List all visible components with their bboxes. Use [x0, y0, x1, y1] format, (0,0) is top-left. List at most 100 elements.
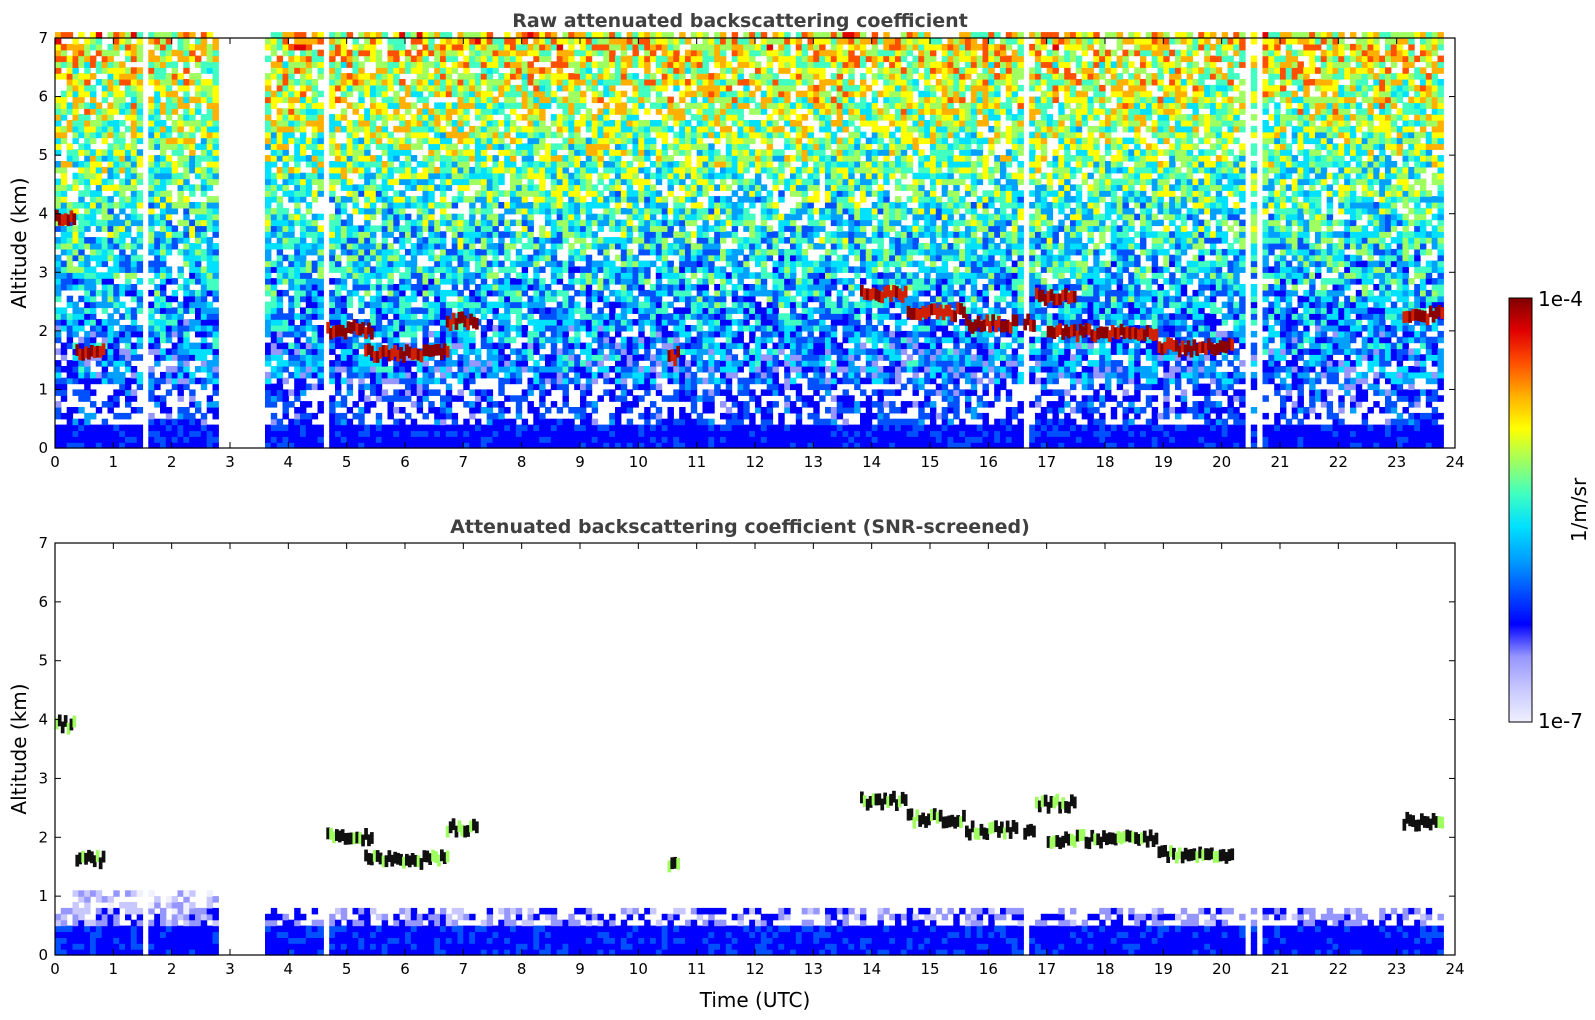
heatmap-cell: [428, 125, 435, 133]
heatmap-cell: [364, 266, 371, 273]
heatmap-cell: [358, 272, 365, 279]
heatmap-cell: [154, 401, 161, 408]
heatmap-cell: [101, 401, 109, 408]
heatmap-cell: [498, 120, 505, 127]
heatmap-cell: [66, 319, 74, 326]
heatmap-cell: [352, 436, 359, 443]
heatmap-cell: [200, 231, 208, 238]
heatmap-cell: [556, 278, 564, 285]
heatmap-cell: [603, 330, 610, 338]
heatmap-cell: [300, 377, 307, 385]
heatmap-cell: [183, 225, 190, 232]
heatmap-cell: [317, 108, 324, 115]
heatmap-cell: [492, 102, 499, 109]
heatmap-cell: [562, 55, 569, 63]
heatmap-cell: [125, 161, 132, 168]
heatmap-cell: [620, 377, 628, 385]
heatmap-cell: [585, 84, 593, 92]
heatmap-cell: [521, 284, 529, 291]
heatmap-cell: [340, 243, 348, 250]
heatmap-cell: [463, 301, 470, 309]
heatmap-cell: [387, 407, 394, 414]
heatmap-cell: [352, 342, 359, 350]
heatmap-cell: [305, 243, 313, 250]
heatmap-cell: [428, 289, 435, 297]
heatmap-cell: [445, 32, 453, 39]
heatmap-cell: [375, 38, 383, 45]
heatmap-cell: [340, 284, 348, 291]
heatmap-cell: [416, 325, 424, 332]
heatmap-cell: [597, 354, 604, 361]
heatmap-cell: [317, 330, 324, 338]
heatmap-cell: [165, 219, 173, 227]
heatmap-cell: [154, 172, 161, 180]
heatmap-cell: [615, 319, 622, 326]
heatmap-cell: [381, 213, 389, 221]
heatmap-cell: [60, 278, 68, 285]
heatmap-cell: [556, 325, 564, 332]
heatmap-cell: [317, 213, 324, 221]
heatmap-cell: [55, 38, 62, 45]
heatmap-cell: [591, 243, 599, 250]
heatmap-cell: [480, 430, 488, 437]
heatmap-cell: [265, 360, 272, 367]
heatmap-cell: [78, 430, 85, 437]
heatmap-cell: [381, 161, 389, 168]
heatmap-cell: [294, 395, 301, 402]
heatmap-cell: [352, 143, 359, 150]
heatmap-cell: [358, 32, 365, 39]
heatmap-cell: [445, 225, 453, 232]
heatmap-cell: [422, 32, 429, 39]
heatmap-cell: [451, 79, 459, 86]
heatmap-cell: [317, 61, 324, 68]
heatmap-cell: [381, 295, 389, 303]
heatmap-cell: [305, 442, 313, 449]
heatmap-cell: [603, 295, 610, 303]
heatmap-cell: [119, 61, 126, 68]
heatmap-cell: [270, 266, 278, 273]
heatmap-cell: [422, 237, 429, 244]
heatmap-cell: [521, 84, 529, 92]
heatmap-cell: [405, 442, 412, 449]
heatmap-cell: [410, 61, 418, 68]
heatmap-cell: [130, 190, 138, 197]
heatmap-cell: [317, 436, 324, 443]
heatmap-cell: [393, 301, 400, 309]
heatmap-cell: [533, 184, 540, 191]
heatmap-cell: [130, 389, 138, 396]
heatmap-cell: [387, 430, 394, 437]
heatmap-cell: [539, 377, 546, 385]
heatmap-cell: [422, 202, 429, 209]
heatmap-cell: [206, 213, 214, 221]
heatmap-cell: [387, 336, 394, 344]
heatmap-cell: [381, 225, 389, 232]
heatmap-cell: [206, 207, 214, 215]
heatmap-cell: [265, 389, 272, 396]
heatmap-cell: [107, 149, 114, 156]
heatmap-cell: [212, 202, 219, 209]
heatmap-cell: [154, 190, 161, 197]
heatmap-cell: [381, 196, 389, 203]
heatmap-cell: [101, 137, 109, 145]
heatmap-cell: [90, 120, 97, 127]
heatmap-cell: [515, 143, 523, 150]
heatmap-cell: [451, 418, 459, 426]
heatmap-cell: [480, 295, 488, 303]
heatmap-cell: [171, 278, 179, 285]
heatmap-cell: [597, 284, 604, 291]
heatmap-cell: [545, 377, 552, 385]
heatmap-cell: [183, 90, 190, 98]
heatmap-cell: [288, 424, 295, 432]
heatmap-cell: [329, 260, 336, 268]
heatmap-cell: [189, 184, 196, 191]
heatmap-cell: [428, 371, 435, 379]
heatmap-cell: [498, 336, 505, 344]
heatmap-cell: [265, 161, 272, 168]
heatmap-cell: [300, 219, 307, 227]
heatmap-cell: [154, 120, 161, 127]
heatmap-cell: [620, 325, 628, 332]
heatmap-cell: [393, 325, 400, 332]
heatmap-cell: [504, 325, 511, 332]
heatmap-cell: [457, 278, 464, 285]
